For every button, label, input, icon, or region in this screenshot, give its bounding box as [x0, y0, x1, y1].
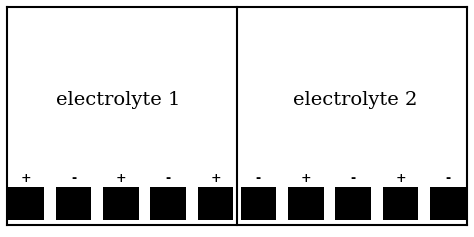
Bar [336, 187, 371, 220]
Text: electrolyte 1: electrolyte 1 [56, 91, 181, 109]
Bar [241, 187, 276, 220]
Text: -: - [446, 172, 450, 185]
Bar [198, 187, 233, 220]
Text: +: + [301, 172, 311, 185]
Text: +: + [116, 172, 126, 185]
Text: +: + [210, 172, 221, 185]
Bar [8, 187, 44, 220]
Bar [383, 187, 418, 220]
Text: +: + [21, 172, 31, 185]
Text: -: - [256, 172, 261, 185]
Text: -: - [351, 172, 356, 185]
Bar [103, 187, 138, 220]
Text: +: + [395, 172, 406, 185]
Text: -: - [71, 172, 76, 185]
Bar [151, 187, 186, 220]
Bar [288, 187, 323, 220]
Bar [56, 187, 91, 220]
Text: -: - [166, 172, 171, 185]
Bar [430, 187, 465, 220]
Text: electrolyte 2: electrolyte 2 [293, 91, 418, 109]
